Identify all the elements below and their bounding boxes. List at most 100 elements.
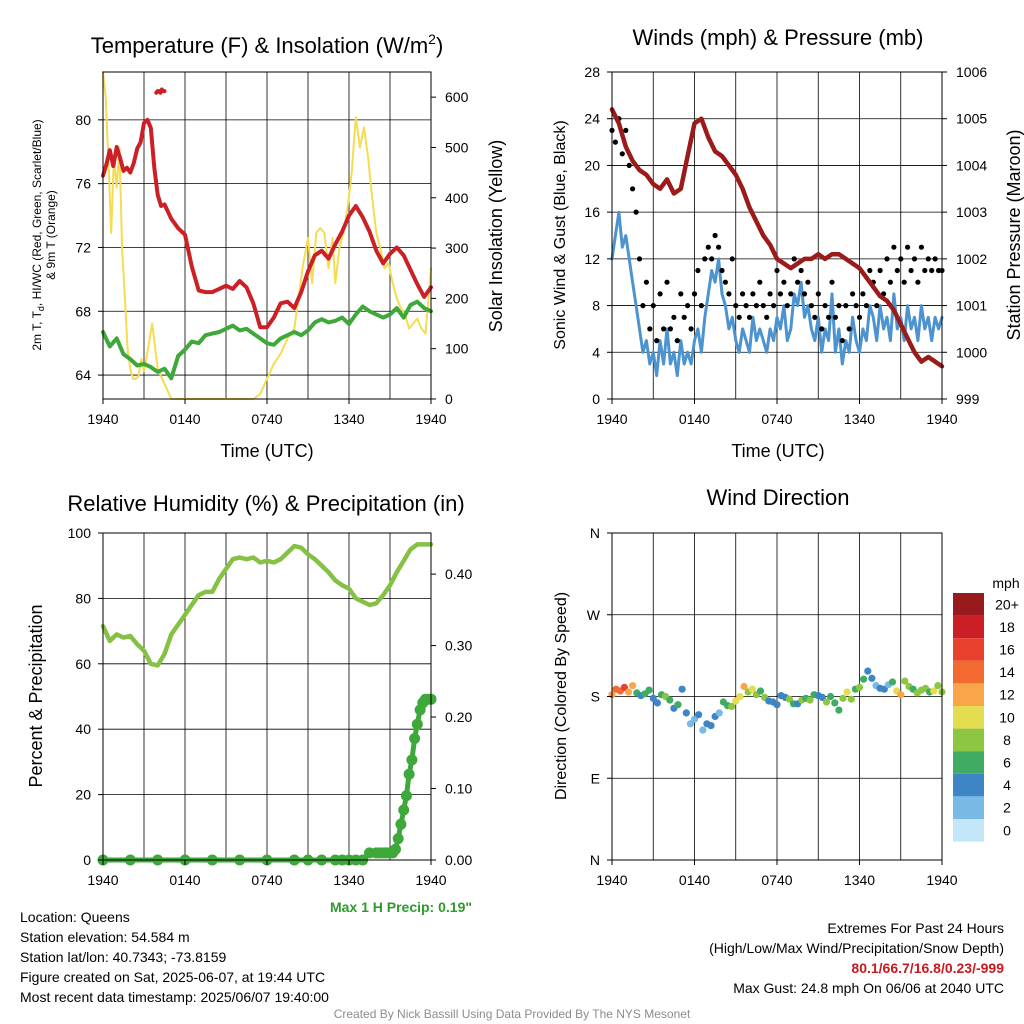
- temperature-series: [101, 117, 433, 330]
- pressure-axis-label: Station Pressure (Maroon): [1004, 129, 1024, 340]
- gust-point: [801, 291, 808, 297]
- gust-point: [815, 291, 821, 297]
- y-tick-label: E: [591, 770, 600, 786]
- temperature-x-axis: 1940 0140 0740 1340 1940: [87, 399, 447, 427]
- gust-point: [698, 303, 705, 309]
- extremes-subtitle: (High/Low/Max Wind/Precipitation/Snow De…: [709, 940, 1004, 956]
- gust-series: [609, 116, 945, 344]
- gust-point: [929, 267, 935, 274]
- wind-left-axis: 0 4 8 12 16 20 24 28: [584, 64, 612, 407]
- x-tick-label: 1940: [926, 411, 957, 427]
- y-tick-label-right: 300: [445, 240, 469, 256]
- y-tick-label-right: 1006: [956, 64, 987, 80]
- y-tick-label-right: 0: [445, 391, 453, 407]
- direction-point: [934, 682, 942, 690]
- gust-point: [826, 314, 832, 320]
- gust-point: [812, 314, 818, 320]
- temperature-left-axis-label-line2: & 9m T (Orange): [44, 190, 58, 280]
- direction-point: [674, 701, 682, 709]
- direction-point: [806, 696, 814, 704]
- created-text: Figure created on Sat, 2025-06-07, at 19…: [20, 969, 326, 985]
- direction-point: [624, 688, 633, 696]
- gust-point: [612, 139, 619, 145]
- y-tick-label-right: 100: [445, 341, 469, 357]
- legend-swatch: [953, 728, 984, 752]
- y-tick-label: 20: [584, 157, 600, 173]
- gust-point: [746, 314, 753, 320]
- y-tick-label: 40: [75, 721, 91, 737]
- gust-point: [808, 303, 815, 309]
- gust-point: [729, 256, 735, 262]
- wind-speed-line: [610, 210, 944, 378]
- y-tick-label: 20: [75, 787, 91, 803]
- direction-point: [835, 706, 843, 714]
- y-tick-label-right: 0.30: [445, 638, 472, 654]
- precip-point: [392, 833, 404, 845]
- x-tick-label: 1940: [415, 872, 446, 888]
- gust-point: [915, 279, 921, 285]
- gust-point: [661, 326, 667, 332]
- gust-point: [894, 267, 900, 274]
- gust-point: [867, 267, 873, 274]
- y-tick-label: 0: [592, 391, 600, 407]
- station-info: Location: Queens Station elevation: 54.5…: [20, 907, 329, 1007]
- gust-point: [798, 267, 804, 274]
- insolation-right-axis: 0 100 200 300 400 500 600: [431, 89, 469, 407]
- gust-point: [860, 291, 866, 297]
- legend-label: 2: [1003, 800, 1011, 816]
- direction-point: [868, 674, 876, 682]
- humidity-panel: Relative Humidity (%) & Precipitation (i…: [26, 491, 472, 915]
- y-tick-label-right: 0.00: [445, 852, 472, 868]
- x-tick-label: 1340: [333, 411, 364, 427]
- humidity-x-axis: 1940 0140 0740 1340 1940: [87, 860, 447, 888]
- legend-swatch: [953, 751, 984, 774]
- max-precip-label: Max 1 H Precip: 0.19": [330, 899, 472, 915]
- gust-point: [626, 162, 632, 168]
- y-tick-label: 68: [75, 303, 91, 319]
- pressure-right-axis: 999 1000 1001 1002 1003 1004 1005 1006: [942, 64, 987, 407]
- credit-text: Created By Nick Bassill Using Data Provi…: [333, 1007, 691, 1021]
- y-tick-label-right: 1000: [956, 344, 987, 360]
- winds-panel-title: Winds (mph) & Pressure (mb): [633, 25, 924, 50]
- gust-point: [647, 326, 653, 332]
- humidity-series: [100, 542, 434, 668]
- legend-swatch: [953, 773, 984, 797]
- temperature-x-axis-label: Time (UTC): [220, 441, 313, 461]
- location-text: Location: Queens: [20, 909, 130, 925]
- gust-point: [836, 303, 842, 309]
- y-tick-label-right: 0.40: [445, 566, 472, 582]
- temperature-line: [101, 117, 433, 330]
- x-tick-label: 1340: [844, 872, 875, 888]
- elevation-text: Station elevation: 54.584 m: [20, 929, 190, 945]
- direction-point: [901, 677, 909, 685]
- direction-point: [682, 709, 690, 717]
- direction-point: [843, 688, 851, 696]
- gust-point: [853, 303, 859, 309]
- legend-swatch: [953, 819, 984, 842]
- latlon-text: Station lat/lon: 40.7343; -73.8159: [20, 949, 227, 965]
- gust-point: [736, 314, 742, 320]
- direction-point: [785, 695, 794, 703]
- gust-point: [643, 279, 650, 285]
- gust-point: [839, 338, 845, 344]
- gust-point: [623, 127, 629, 133]
- speed-legend-title: mph: [992, 575, 1019, 591]
- winds-panel: Winds (mph) & Pressure (mb) 0 4 8 12 16 20 24 2…: [552, 25, 1024, 461]
- y-tick-label: 60: [75, 656, 91, 672]
- gust-point: [716, 244, 722, 250]
- gust-point: [791, 256, 797, 262]
- pressure-line: [609, 107, 945, 369]
- gust-point: [619, 151, 625, 157]
- gust-point: [640, 303, 646, 309]
- y-tick-label: 80: [75, 112, 91, 128]
- direction-point: [748, 685, 756, 693]
- precip-series: [97, 693, 437, 866]
- heat-index-series: [154, 87, 167, 95]
- x-tick-label: 0740: [761, 411, 792, 427]
- recent-data-text: Most recent data timestamp: 2025/06/07 1…: [20, 989, 329, 1005]
- precip-right-axis: 0.00 0.10 0.20 0.30 0.40: [431, 566, 472, 868]
- direction-point: [695, 711, 703, 719]
- x-tick-label: 0740: [251, 411, 282, 427]
- direction-point: [653, 699, 662, 707]
- gust-point: [887, 279, 894, 285]
